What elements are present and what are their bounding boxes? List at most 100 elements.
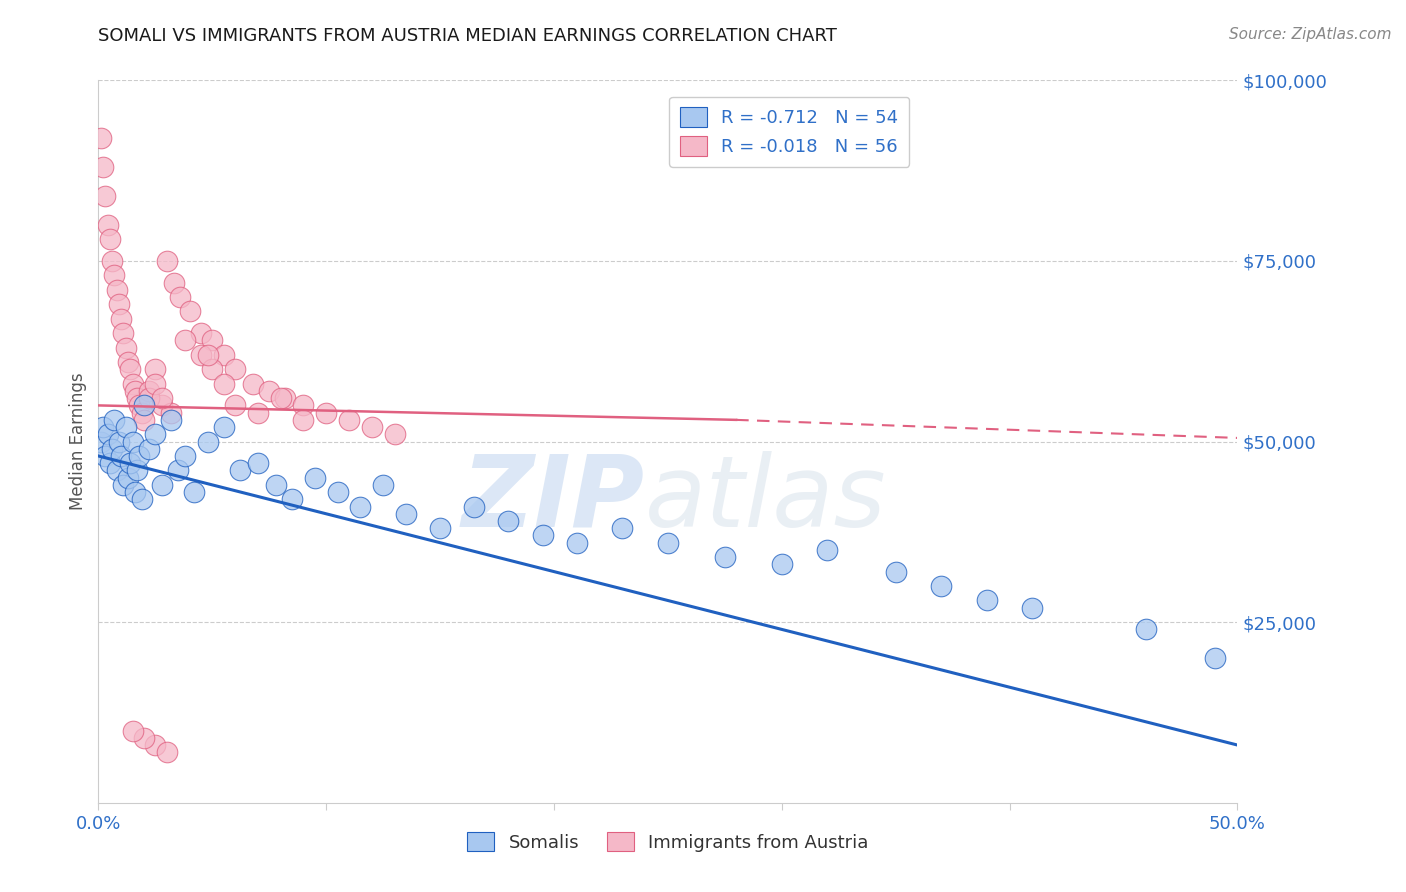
Point xyxy=(201,334,224,348)
Point xyxy=(124,384,146,398)
Point xyxy=(108,434,131,449)
Point xyxy=(242,376,264,391)
Point xyxy=(259,384,281,398)
Point xyxy=(224,362,246,376)
Point xyxy=(714,550,737,565)
Point xyxy=(657,535,679,549)
Point xyxy=(121,434,143,449)
Legend: Somalis, Immigrants from Austria: Somalis, Immigrants from Austria xyxy=(460,824,876,859)
Point xyxy=(114,420,136,434)
Point xyxy=(212,420,235,434)
Point xyxy=(349,500,371,514)
Point xyxy=(150,398,173,412)
Point xyxy=(212,348,235,362)
Point xyxy=(156,253,179,268)
Point xyxy=(94,189,117,203)
Point xyxy=(112,478,135,492)
Point xyxy=(371,478,394,492)
Point xyxy=(326,485,349,500)
Point xyxy=(337,413,360,427)
Point xyxy=(131,406,153,420)
Text: SOMALI VS IMMIGRANTS FROM AUSTRIA MEDIAN EARNINGS CORRELATION CHART: SOMALI VS IMMIGRANTS FROM AUSTRIA MEDIAN… xyxy=(98,27,838,45)
Point xyxy=(120,456,142,470)
Point xyxy=(110,311,132,326)
Point xyxy=(169,290,191,304)
Point xyxy=(150,391,173,405)
Point xyxy=(145,362,167,376)
Point xyxy=(315,406,337,420)
Point xyxy=(124,485,146,500)
Point xyxy=(179,304,201,318)
Point xyxy=(264,478,287,492)
Point xyxy=(91,420,114,434)
Point xyxy=(138,391,160,405)
Point xyxy=(304,470,326,484)
Point xyxy=(1135,623,1157,637)
Point xyxy=(90,434,112,449)
Point xyxy=(131,492,153,507)
Point xyxy=(531,528,554,542)
Point xyxy=(160,413,183,427)
Point xyxy=(246,406,269,420)
Point xyxy=(197,348,219,362)
Point xyxy=(96,218,118,232)
Text: Source: ZipAtlas.com: Source: ZipAtlas.com xyxy=(1229,27,1392,42)
Text: ZIP: ZIP xyxy=(463,450,645,548)
Point xyxy=(105,463,128,477)
Point xyxy=(105,283,128,297)
Point xyxy=(770,558,793,572)
Point xyxy=(270,391,292,405)
Point xyxy=(976,593,998,607)
Point xyxy=(174,449,197,463)
Point xyxy=(101,442,124,456)
Point xyxy=(815,542,838,557)
Point xyxy=(224,398,246,412)
Y-axis label: Median Earnings: Median Earnings xyxy=(69,373,87,510)
Point xyxy=(145,738,167,752)
Point xyxy=(565,535,588,549)
Point xyxy=(110,449,132,463)
Point xyxy=(201,362,224,376)
Point xyxy=(292,413,315,427)
Point xyxy=(127,391,149,405)
Point xyxy=(162,276,184,290)
Point xyxy=(108,297,131,311)
Point xyxy=(128,449,150,463)
Point xyxy=(281,492,304,507)
Point xyxy=(197,434,219,449)
Point xyxy=(463,500,485,514)
Point xyxy=(132,398,155,412)
Text: atlas: atlas xyxy=(645,450,887,548)
Point xyxy=(167,463,190,477)
Point xyxy=(121,376,143,391)
Point xyxy=(127,463,149,477)
Point xyxy=(132,731,155,745)
Point xyxy=(145,376,167,391)
Point xyxy=(612,521,634,535)
Point xyxy=(183,485,205,500)
Point xyxy=(1204,651,1226,665)
Point xyxy=(429,521,451,535)
Point xyxy=(103,413,125,427)
Point xyxy=(112,326,135,340)
Point xyxy=(160,406,183,420)
Point xyxy=(138,384,160,398)
Point xyxy=(94,449,117,463)
Point xyxy=(117,470,139,484)
Point xyxy=(98,232,121,246)
Point xyxy=(90,131,112,145)
Point xyxy=(101,253,124,268)
Point xyxy=(114,341,136,355)
Point xyxy=(96,427,118,442)
Point xyxy=(120,362,142,376)
Point xyxy=(132,413,155,427)
Point xyxy=(117,355,139,369)
Point xyxy=(1021,600,1043,615)
Point xyxy=(384,427,406,442)
Point xyxy=(91,160,114,174)
Point xyxy=(156,745,179,759)
Point xyxy=(246,456,269,470)
Point xyxy=(360,420,382,434)
Point xyxy=(174,334,197,348)
Point xyxy=(138,442,160,456)
